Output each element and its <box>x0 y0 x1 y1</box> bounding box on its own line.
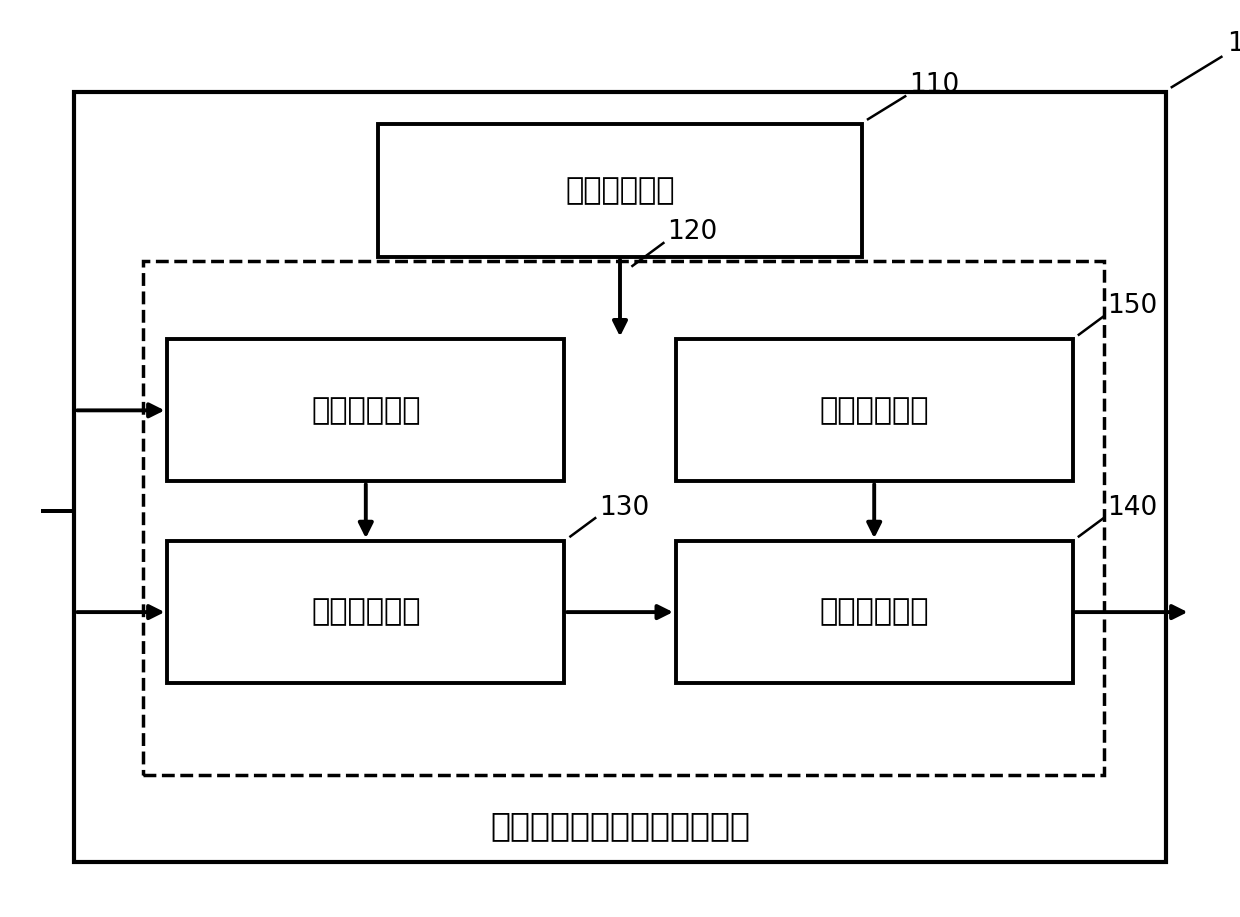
Text: 120: 120 <box>667 219 718 245</box>
Bar <box>143 261 1104 775</box>
Bar <box>167 541 564 683</box>
Text: 140: 140 <box>1107 495 1158 521</box>
Text: 时钟复位模块: 时钟复位模块 <box>565 176 675 204</box>
Text: 神经电信号压缩感知处理电路: 神经电信号压缩感知处理电路 <box>490 809 750 842</box>
Text: 110: 110 <box>909 72 960 98</box>
Text: 尖峰检测模块: 尖峰检测模块 <box>311 396 420 425</box>
Bar <box>167 339 564 481</box>
Text: 矩阵生成模块: 矩阵生成模块 <box>820 396 929 425</box>
Text: 信号处理模块: 信号处理模块 <box>820 598 929 626</box>
Text: 100: 100 <box>1228 31 1240 57</box>
Text: 信号存储模块: 信号存储模块 <box>311 598 420 626</box>
Text: 130: 130 <box>599 495 650 521</box>
Bar <box>676 339 1073 481</box>
Bar <box>74 92 1166 862</box>
Bar <box>378 124 862 257</box>
Bar <box>676 541 1073 683</box>
Text: 150: 150 <box>1107 293 1158 319</box>
